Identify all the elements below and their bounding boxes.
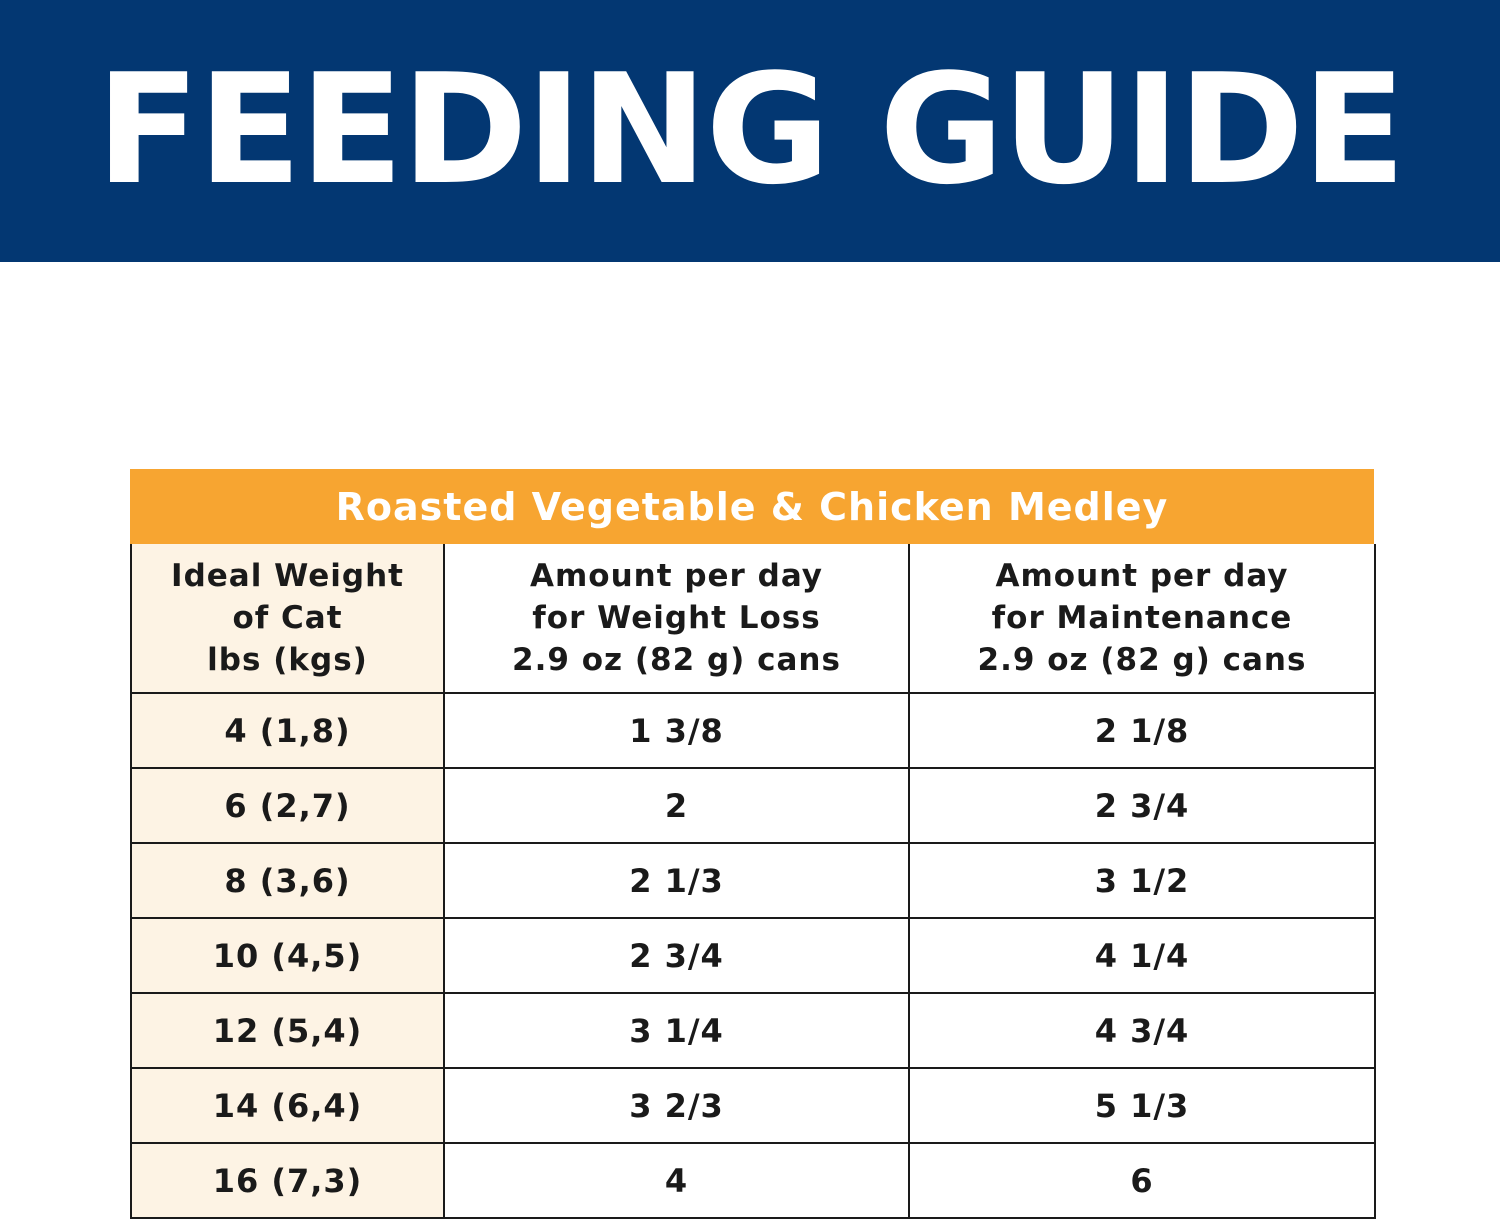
cell-maintenance-amount: 4 1/4 <box>908 917 1376 994</box>
column-header-line: 2.9 oz (82 g) cans <box>977 642 1307 678</box>
cell-maintenance-amount: 3 1/2 <box>908 842 1376 919</box>
column-header-line: Amount per day <box>530 558 823 594</box>
cell-maintenance-amount: 5 1/3 <box>908 1067 1376 1144</box>
cell-weight-loss-amount: 2 <box>443 767 910 844</box>
cell-weight-loss-amount: 3 2/3 <box>443 1067 910 1144</box>
banner-title: FEEDING GUIDE <box>96 41 1406 218</box>
table-row: 10 (4,5) 2 3/4 4 1/4 <box>130 917 1376 994</box>
cell-ideal-weight: 16 (7,3) <box>130 1142 445 1219</box>
feeding-table: Ideal Weight of Cat lbs (kgs) Amount per… <box>130 544 1376 1219</box>
column-header-weight-loss: Amount per day for Weight Loss 2.9 oz (8… <box>443 544 910 694</box>
cell-weight-loss-amount: 2 3/4 <box>443 917 910 994</box>
table-row: 6 (2,7) 2 2 3/4 <box>130 767 1376 844</box>
cell-ideal-weight: 14 (6,4) <box>130 1067 445 1144</box>
table-row: 4 (1,8) 1 3/8 2 1/8 <box>130 692 1376 769</box>
table-row: 14 (6,4) 3 2/3 5 1/3 <box>130 1067 1376 1144</box>
column-header-line: Amount per day <box>995 558 1289 594</box>
column-header-line: for Weight Loss <box>532 600 821 636</box>
cell-weight-loss-amount: 3 1/4 <box>443 992 910 1069</box>
cell-ideal-weight: 10 (4,5) <box>130 917 445 994</box>
table-title: Roasted Vegetable & Chicken Medley <box>335 484 1169 529</box>
banner: FEEDING GUIDE <box>0 0 1500 262</box>
column-header-line: lbs (kgs) <box>207 642 368 678</box>
cell-maintenance-amount: 2 1/8 <box>908 692 1376 769</box>
feeding-table-container: Roasted Vegetable & Chicken Medley Ideal… <box>130 469 1376 1219</box>
table-row: 12 (5,4) 3 1/4 4 3/4 <box>130 992 1376 1069</box>
cell-ideal-weight: 12 (5,4) <box>130 992 445 1069</box>
cell-maintenance-amount: 2 3/4 <box>908 767 1376 844</box>
table-header-row: Ideal Weight of Cat lbs (kgs) Amount per… <box>130 544 1376 694</box>
cell-ideal-weight: 6 (2,7) <box>130 767 445 844</box>
cell-ideal-weight: 4 (1,8) <box>130 692 445 769</box>
cell-weight-loss-amount: 4 <box>443 1142 910 1219</box>
column-header-line: 2.9 oz (82 g) cans <box>512 642 841 678</box>
cell-weight-loss-amount: 1 3/8 <box>443 692 910 769</box>
table-row: 16 (7,3) 4 6 <box>130 1142 1376 1219</box>
column-header-line: Ideal Weight <box>171 558 404 594</box>
column-header-line: for Maintenance <box>991 600 1293 636</box>
cell-maintenance-amount: 6 <box>908 1142 1376 1219</box>
table-title-bar: Roasted Vegetable & Chicken Medley <box>130 469 1374 544</box>
cell-weight-loss-amount: 2 1/3 <box>443 842 910 919</box>
cell-ideal-weight: 8 (3,6) <box>130 842 445 919</box>
column-header-maintenance: Amount per day for Maintenance 2.9 oz (8… <box>908 544 1376 694</box>
column-header-line: of Cat <box>232 600 343 636</box>
cell-maintenance-amount: 4 3/4 <box>908 992 1376 1069</box>
column-header-ideal-weight: Ideal Weight of Cat lbs (kgs) <box>130 544 445 694</box>
table-row: 8 (3,6) 2 1/3 3 1/2 <box>130 842 1376 919</box>
